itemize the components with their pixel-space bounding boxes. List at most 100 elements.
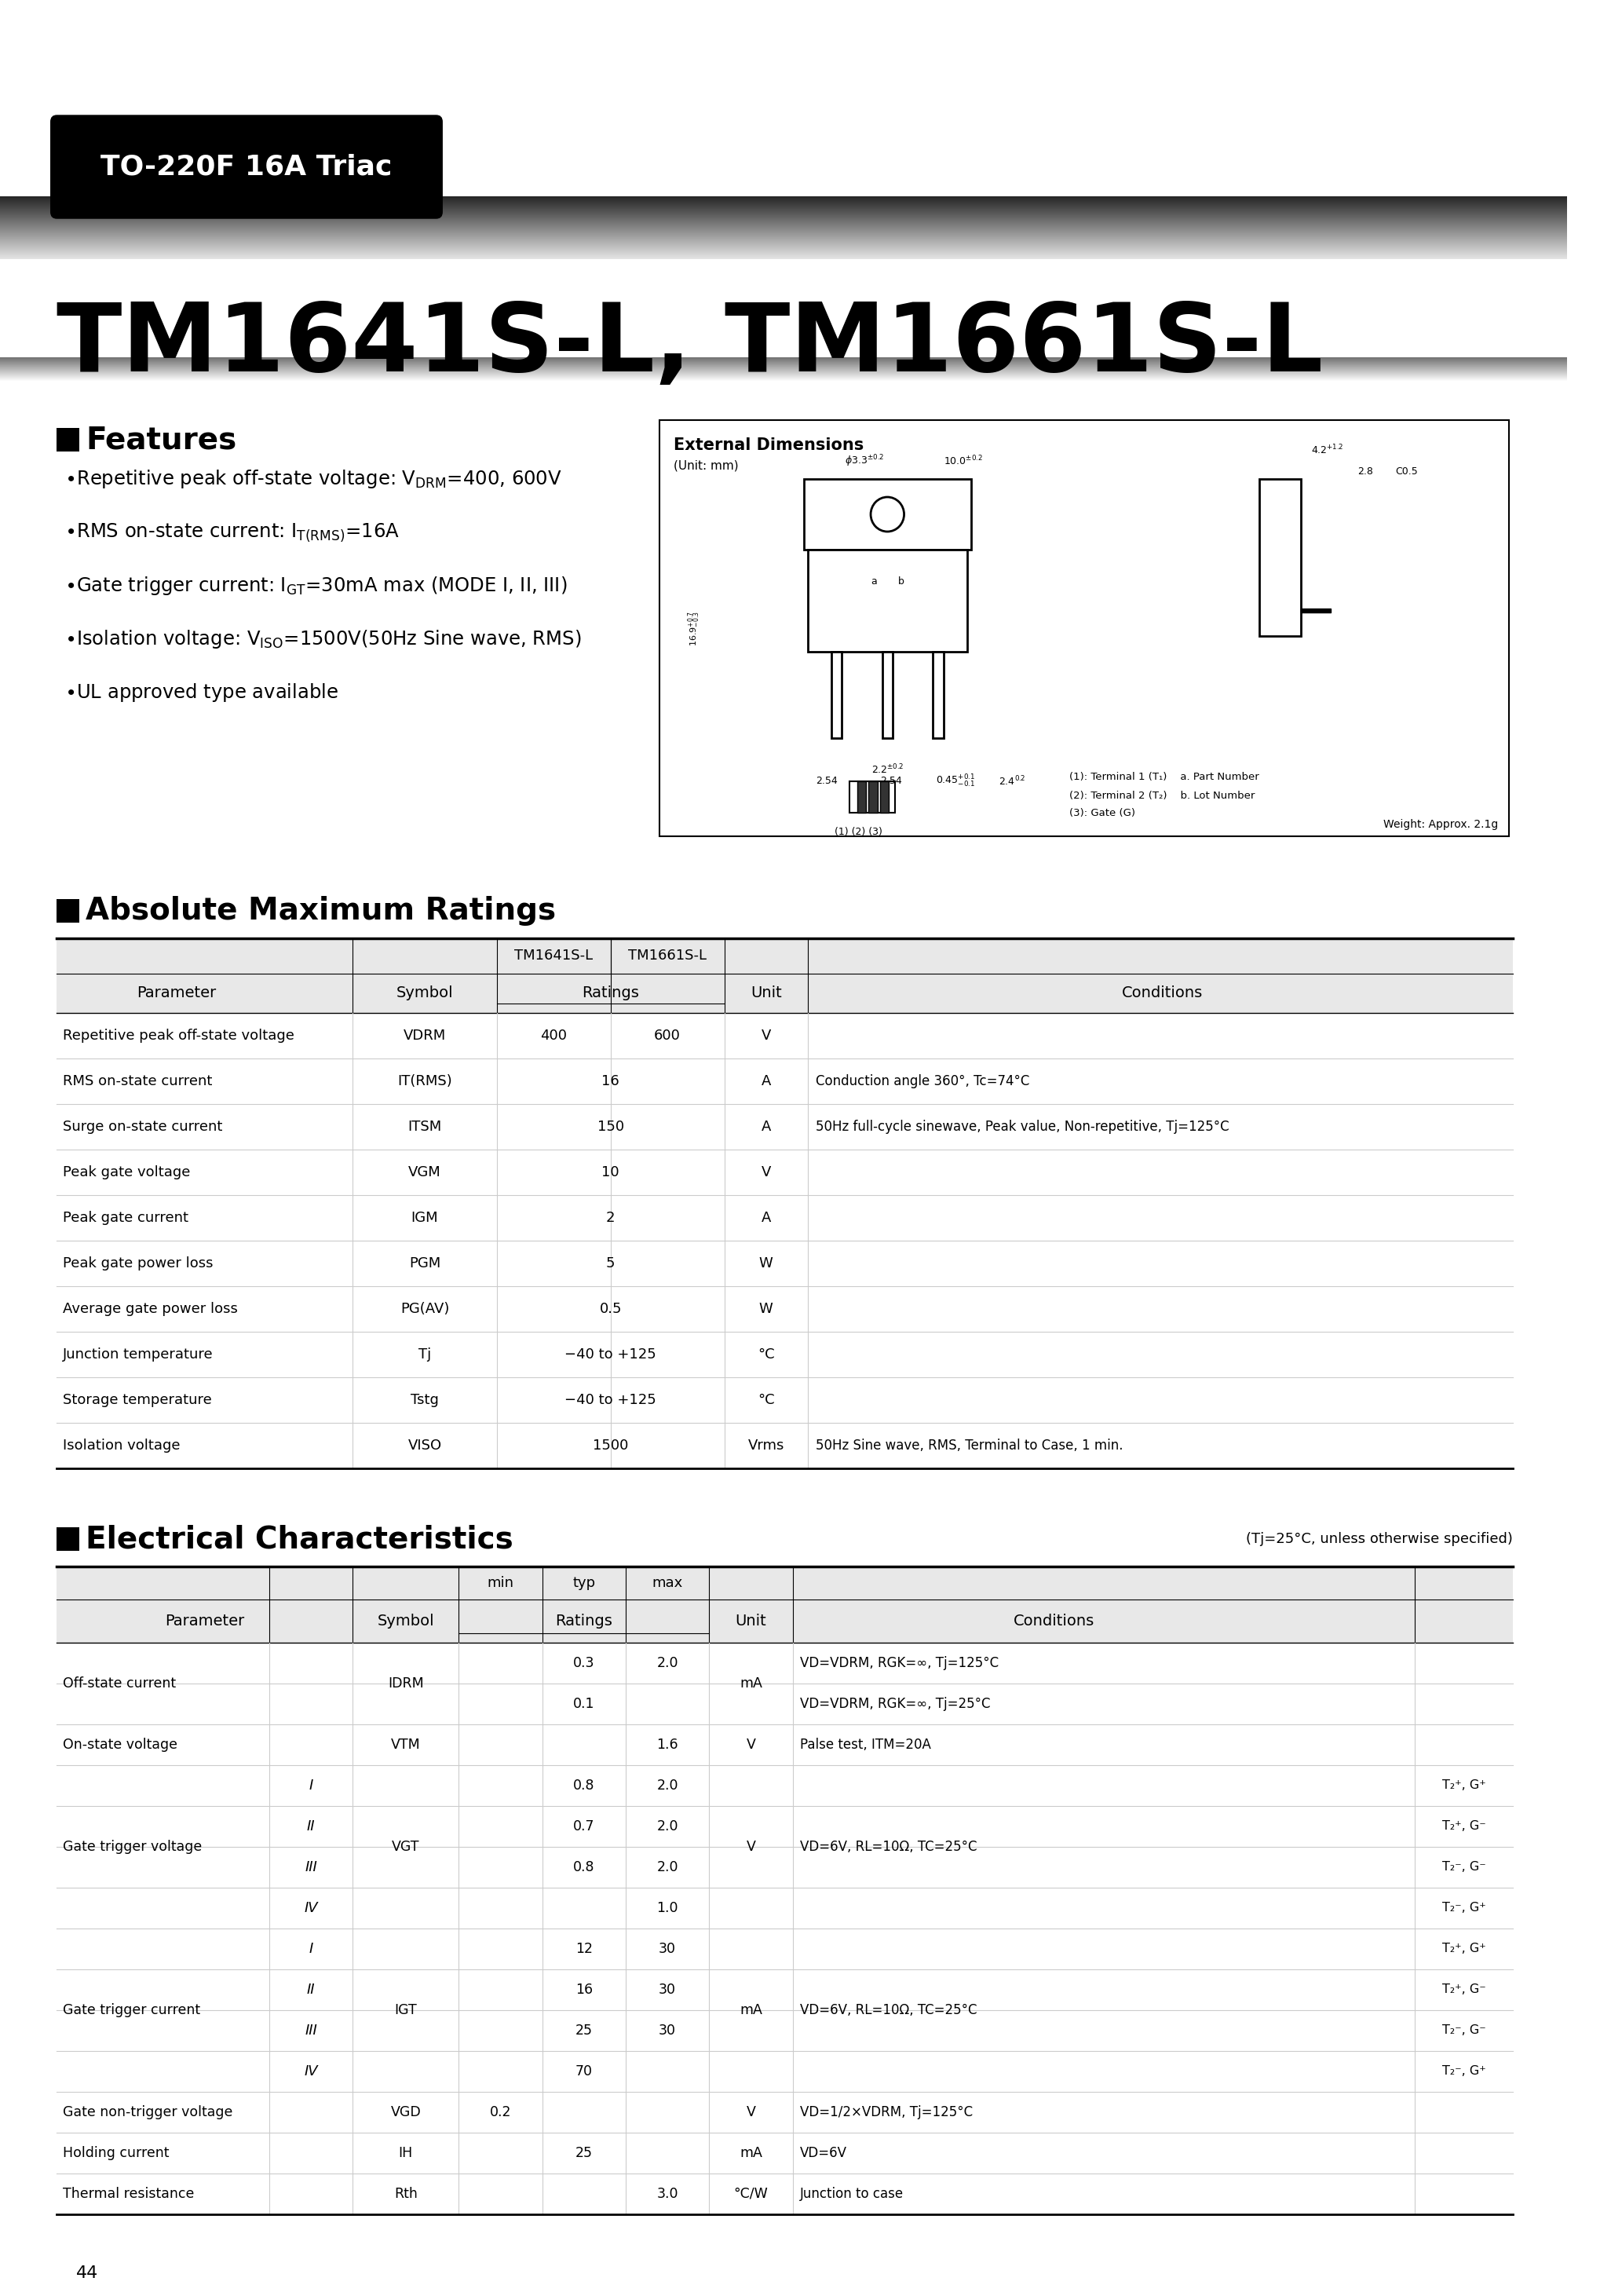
Text: VTM: VTM: [391, 1738, 420, 1752]
Text: On-state voltage: On-state voltage: [63, 1738, 177, 1752]
Text: Electrical Characteristics: Electrical Characteristics: [86, 1525, 514, 1554]
Bar: [57, 1766, 1513, 1807]
Bar: [57, 1058, 1513, 1104]
Text: VD=VDRM, RGK=∞, Tj=125°C: VD=VDRM, RGK=∞, Tj=125°C: [800, 1655, 999, 1669]
Text: A: A: [761, 1120, 770, 1134]
Text: Symbol: Symbol: [378, 1614, 435, 1628]
Bar: [57, 1724, 1513, 1766]
Bar: [57, 1566, 1513, 1600]
Text: 0.2: 0.2: [490, 2105, 511, 2119]
Text: Parameter: Parameter: [165, 1614, 245, 1628]
Text: mA: mA: [740, 2147, 762, 2161]
Text: IGM: IGM: [410, 1210, 438, 1226]
Bar: [856, 781, 866, 813]
Bar: [933, 652, 944, 737]
Text: VGM: VGM: [409, 1166, 441, 1180]
Text: Holding current: Holding current: [63, 2147, 169, 2161]
Bar: [660, 420, 1510, 836]
Text: VGD: VGD: [391, 2105, 422, 2119]
Text: 150: 150: [597, 1120, 624, 1134]
Text: Rth: Rth: [394, 2186, 417, 2202]
Text: Conditions: Conditions: [1014, 1614, 1095, 1628]
Text: 30: 30: [659, 2023, 676, 2037]
Text: A: A: [761, 1210, 770, 1226]
Text: III: III: [305, 2023, 318, 2037]
Text: VD=1/2×VDRM, Tj=125°C: VD=1/2×VDRM, Tj=125°C: [800, 2105, 973, 2119]
Text: Conditions: Conditions: [1122, 985, 1204, 1001]
Bar: [57, 2092, 1513, 2133]
Text: 2.0: 2.0: [657, 1655, 678, 1669]
Text: PG(AV): PG(AV): [401, 1302, 449, 1316]
Bar: [57, 2133, 1513, 2174]
Text: T₂⁻, G⁻: T₂⁻, G⁻: [1442, 2025, 1486, 2037]
Text: 16: 16: [602, 1075, 620, 1088]
Text: 30: 30: [659, 1942, 676, 1956]
Text: 1500: 1500: [592, 1440, 628, 1453]
Text: Vrms: Vrms: [748, 1440, 785, 1453]
Text: Average gate power loss: Average gate power loss: [63, 1302, 238, 1316]
Bar: [57, 939, 1513, 974]
Text: Junction to case: Junction to case: [800, 2186, 903, 2202]
Text: (1): Terminal 1 (T₁)    a. Part Number: (1): Terminal 1 (T₁) a. Part Number: [1069, 771, 1259, 783]
Text: Isolation voltage: Isolation voltage: [63, 1440, 180, 1453]
Text: Thermal resistance: Thermal resistance: [63, 2186, 195, 2202]
Text: IH: IH: [399, 2147, 414, 2161]
Text: 12: 12: [576, 1942, 592, 1956]
Bar: [57, 1424, 1513, 1469]
Text: Gate trigger voltage: Gate trigger voltage: [63, 1839, 203, 1853]
Text: Off-state current: Off-state current: [63, 1676, 177, 1690]
Text: 2.0: 2.0: [657, 1818, 678, 1835]
Bar: [57, 974, 1513, 1013]
Text: 1.0: 1.0: [657, 1901, 678, 1915]
Text: VD=VDRM, RGK=∞, Tj=25°C: VD=VDRM, RGK=∞, Tj=25°C: [800, 1697, 991, 1711]
Text: III: III: [305, 1860, 318, 1874]
Text: External Dimensions: External Dimensions: [673, 436, 863, 452]
Bar: [57, 1600, 1513, 1642]
Text: $\bullet$Gate trigger current: I$_{\mathregular{GT}}$=30mA max (MODE I, II, III): $\bullet$Gate trigger current: I$_{\math…: [65, 574, 568, 597]
Text: 50Hz full-cycle sinewave, Peak value, Non-repetitive, Tj=125°C: 50Hz full-cycle sinewave, Peak value, No…: [816, 1120, 1229, 1134]
Text: Palse test, ITM=20A: Palse test, ITM=20A: [800, 1738, 931, 1752]
Text: I: I: [308, 1779, 313, 1793]
Text: Symbol: Symbol: [396, 985, 453, 1001]
Bar: [57, 1527, 79, 1550]
Text: V: V: [761, 1029, 770, 1042]
Bar: [805, 480, 972, 549]
Bar: [57, 2174, 1513, 2213]
Text: T₂⁻, G⁺: T₂⁻, G⁺: [1442, 2066, 1486, 2078]
Bar: [57, 1104, 1513, 1150]
Text: 2.4$^{0.2}$: 2.4$^{0.2}$: [999, 774, 1027, 788]
Text: $\bullet$Repetitive peak off-state voltage: V$_{\mathregular{DRM}}$=400, 600V: $\bullet$Repetitive peak off-state volta…: [65, 468, 561, 489]
Bar: [57, 1887, 1513, 1929]
Text: TM1641S-L, TM1661S-L: TM1641S-L, TM1661S-L: [57, 298, 1324, 390]
Text: Junction temperature: Junction temperature: [63, 1348, 214, 1362]
Text: 0.5: 0.5: [600, 1302, 621, 1316]
Text: TM1641S-L: TM1641S-L: [514, 948, 594, 962]
Bar: [57, 2011, 1513, 2050]
Bar: [57, 1683, 1513, 1724]
Text: Repetitive peak off-state voltage: Repetitive peak off-state voltage: [63, 1029, 295, 1042]
Text: 10: 10: [602, 1166, 620, 1180]
Text: 0.1: 0.1: [573, 1697, 595, 1711]
Text: VDRM: VDRM: [404, 1029, 446, 1042]
Bar: [57, 427, 79, 452]
Text: Conduction angle 360°, Tc=74°C: Conduction angle 360°, Tc=74°C: [816, 1075, 1030, 1088]
Text: W: W: [759, 1256, 774, 1270]
Text: $\bullet$RMS on-state current: I$_{\mathregular{T(RMS)}}$=16A: $\bullet$RMS on-state current: I$_{\math…: [65, 521, 399, 544]
Text: V: V: [746, 2105, 756, 2119]
Text: 70: 70: [576, 2064, 592, 2078]
Text: −40 to +125: −40 to +125: [564, 1394, 657, 1407]
Text: Peak gate current: Peak gate current: [63, 1210, 188, 1226]
Text: V: V: [746, 1738, 756, 1752]
Bar: [57, 900, 79, 923]
Text: V: V: [746, 1839, 756, 1853]
Text: VD=6V, RL=10Ω, TC=25°C: VD=6V, RL=10Ω, TC=25°C: [800, 2002, 976, 2018]
Bar: [57, 1642, 1513, 1683]
Text: 30: 30: [659, 1984, 676, 1998]
Bar: [57, 1286, 1513, 1332]
Text: $\phi$3.3$^{\pm0.2}$: $\phi$3.3$^{\pm0.2}$: [845, 452, 884, 468]
Text: T₂⁻, G⁻: T₂⁻, G⁻: [1442, 1862, 1486, 1874]
Text: ITSM: ITSM: [407, 1120, 441, 1134]
Text: T₂⁺, G⁻: T₂⁺, G⁻: [1442, 1821, 1486, 1832]
Text: 1.6: 1.6: [657, 1738, 678, 1752]
Text: VD=6V, RL=10Ω, TC=25°C: VD=6V, RL=10Ω, TC=25°C: [800, 1839, 976, 1853]
